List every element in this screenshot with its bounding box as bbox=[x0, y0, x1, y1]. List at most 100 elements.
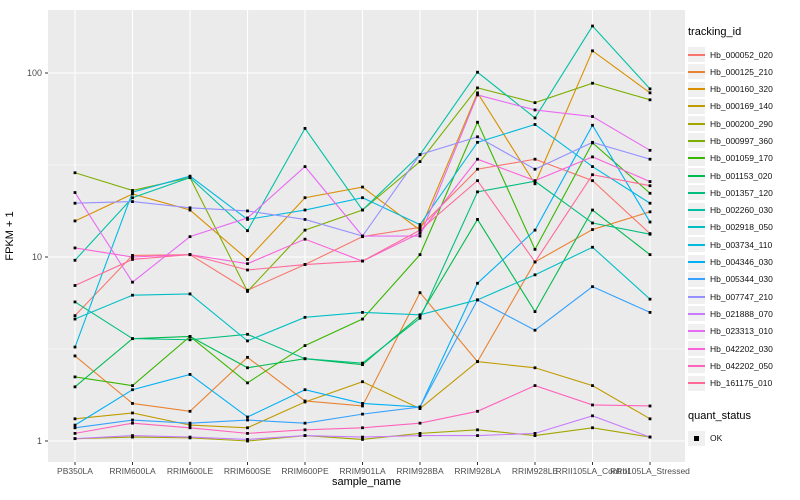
legend-key-line-icon bbox=[688, 81, 705, 97]
data-point bbox=[131, 388, 134, 392]
data-point bbox=[361, 404, 364, 408]
legend-item-Hb_042202_050: Hb_042202_050 bbox=[688, 357, 800, 374]
data-point bbox=[418, 231, 422, 235]
data-point bbox=[73, 375, 77, 379]
legend-item-Hb_003734_110: Hb_003734_110 bbox=[688, 236, 800, 253]
data-point bbox=[188, 338, 192, 342]
data-point bbox=[73, 385, 77, 389]
legend-key-line-icon bbox=[688, 237, 705, 253]
legend-label: Hb_000052_020 bbox=[710, 49, 773, 60]
data-point bbox=[533, 260, 537, 264]
data-point bbox=[533, 167, 537, 171]
x-tick-label: RRIM928BA bbox=[396, 466, 444, 476]
data-point bbox=[73, 300, 77, 304]
data-point bbox=[188, 409, 192, 413]
data-point bbox=[303, 344, 307, 347]
data-point bbox=[73, 314, 77, 318]
legend-title: tracking_id bbox=[688, 26, 742, 38]
data-point bbox=[361, 435, 364, 439]
legend-item-Hb_001059_170: Hb_001059_170 bbox=[688, 150, 800, 167]
black-square-icon bbox=[694, 435, 699, 441]
x-tick-label: RRIM600PE bbox=[281, 466, 329, 476]
data-point bbox=[303, 228, 307, 232]
data-point bbox=[361, 185, 364, 189]
data-point bbox=[533, 182, 537, 186]
legend-item-Hb_001357_120: Hb_001357_120 bbox=[688, 184, 800, 201]
data-point bbox=[648, 310, 652, 314]
data-point bbox=[73, 201, 77, 205]
data-point bbox=[131, 435, 134, 439]
data-point bbox=[418, 421, 422, 425]
data-point bbox=[591, 403, 594, 407]
data-point bbox=[73, 246, 77, 250]
legend-key-line-icon bbox=[688, 271, 705, 287]
data-point bbox=[303, 263, 307, 266]
data-point bbox=[73, 426, 77, 430]
data-point bbox=[418, 407, 422, 410]
data-point bbox=[591, 414, 594, 418]
data-point bbox=[418, 153, 422, 157]
data-point bbox=[246, 438, 249, 441]
data-point bbox=[361, 259, 364, 263]
data-point bbox=[188, 426, 192, 430]
legend-items: Hb_000052_020 Hb_000125_210 Hb_000160_320 H… bbox=[688, 46, 800, 392]
data-point bbox=[131, 421, 134, 425]
legend-item-Hb_021888_070: Hb_021888_070 bbox=[688, 305, 800, 322]
data-point bbox=[476, 179, 479, 183]
data-point bbox=[591, 155, 594, 159]
data-point bbox=[648, 157, 652, 161]
legend-label: Hb_005344_030 bbox=[710, 274, 773, 285]
axis-ticks bbox=[45, 72, 651, 465]
data-point bbox=[246, 415, 249, 419]
data-point bbox=[131, 411, 134, 415]
data-point bbox=[648, 98, 652, 102]
y-axis-title: FPKM + 1 bbox=[4, 211, 16, 261]
tick-labels: 1 10 100 PB350LA RRIM600LA RRIM600LE RRIM600SE… bbox=[27, 68, 690, 476]
x-tick-label: RRIM928LA bbox=[454, 466, 501, 476]
data-point bbox=[533, 247, 537, 251]
data-point bbox=[591, 285, 594, 289]
legend-label: Hb_023313_010 bbox=[710, 326, 773, 337]
legend-item-Hb_002918_050: Hb_002918_050 bbox=[688, 219, 800, 236]
legend-key-line-icon bbox=[688, 150, 705, 166]
data-point bbox=[418, 225, 422, 229]
data-point bbox=[533, 431, 537, 435]
data-point bbox=[131, 280, 134, 284]
data-point bbox=[246, 418, 249, 422]
data-point bbox=[246, 268, 249, 272]
data-point bbox=[418, 228, 422, 232]
data-point bbox=[533, 328, 537, 332]
data-point bbox=[418, 316, 422, 320]
data-point bbox=[73, 171, 77, 175]
data-point bbox=[303, 196, 307, 200]
data-point bbox=[418, 431, 422, 435]
data-point bbox=[361, 438, 364, 441]
legend-color-line bbox=[688, 330, 705, 333]
data-point bbox=[418, 405, 422, 409]
data-point bbox=[246, 339, 249, 343]
data-point bbox=[131, 254, 134, 257]
data-point bbox=[533, 101, 537, 105]
data-point bbox=[131, 293, 134, 297]
x-tick-label: RRIM901LA bbox=[339, 466, 386, 476]
legend-color-line bbox=[688, 347, 705, 350]
legend-label: Hb_021888_070 bbox=[710, 308, 773, 319]
data-point bbox=[533, 157, 537, 161]
x-tick-label: RRIM600LE bbox=[167, 466, 214, 476]
data-point bbox=[476, 281, 479, 285]
legend-item-Hb_001153_020: Hb_001153_020 bbox=[688, 167, 800, 184]
data-point bbox=[303, 400, 307, 404]
legend-color-line bbox=[688, 243, 705, 246]
data-point bbox=[418, 253, 422, 257]
data-point bbox=[361, 208, 364, 212]
legend-item-Hb_005344_030: Hb_005344_030 bbox=[688, 271, 800, 288]
data-point bbox=[591, 173, 594, 177]
legend-key-line-icon bbox=[688, 64, 705, 80]
data-point bbox=[73, 191, 77, 194]
data-point bbox=[188, 421, 192, 425]
data-point bbox=[476, 190, 479, 194]
legend-label: Hb_001153_020 bbox=[710, 170, 773, 181]
data-point bbox=[591, 140, 594, 144]
data-point bbox=[188, 373, 192, 376]
